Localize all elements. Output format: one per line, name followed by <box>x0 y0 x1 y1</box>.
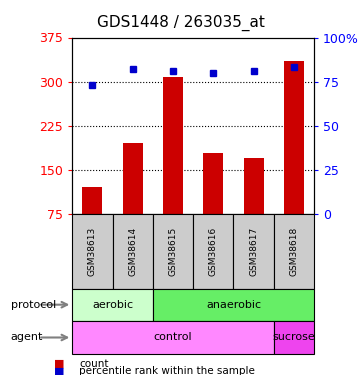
Bar <box>82 188 103 214</box>
Bar <box>153 289 314 321</box>
Text: GSM38614: GSM38614 <box>128 226 137 276</box>
Text: GSM38613: GSM38613 <box>88 226 97 276</box>
Text: count: count <box>79 359 109 369</box>
Text: control: control <box>154 333 192 342</box>
Text: agent: agent <box>11 333 43 342</box>
Text: percentile rank within the sample: percentile rank within the sample <box>79 366 255 375</box>
Bar <box>72 289 153 321</box>
Bar <box>203 153 223 214</box>
Bar <box>72 214 113 289</box>
Bar <box>274 321 314 354</box>
Text: ■: ■ <box>54 359 65 369</box>
Text: GSM38618: GSM38618 <box>290 226 299 276</box>
Bar <box>284 61 304 214</box>
Text: ■: ■ <box>54 366 65 375</box>
Text: sucrose: sucrose <box>273 333 315 342</box>
Bar <box>193 214 234 289</box>
Bar <box>244 158 264 214</box>
Bar <box>113 214 153 289</box>
Text: GSM38616: GSM38616 <box>209 226 218 276</box>
Text: protocol: protocol <box>11 300 56 310</box>
Text: GDS1448 / 263035_at: GDS1448 / 263035_at <box>96 15 265 31</box>
Bar <box>163 77 183 214</box>
Bar <box>274 214 314 289</box>
Bar <box>123 143 143 214</box>
Bar <box>72 321 274 354</box>
Text: GSM38615: GSM38615 <box>169 226 178 276</box>
Text: GSM38617: GSM38617 <box>249 226 258 276</box>
Text: aerobic: aerobic <box>92 300 133 310</box>
Bar <box>234 214 274 289</box>
Text: anaerobic: anaerobic <box>206 300 261 310</box>
Bar <box>153 214 193 289</box>
